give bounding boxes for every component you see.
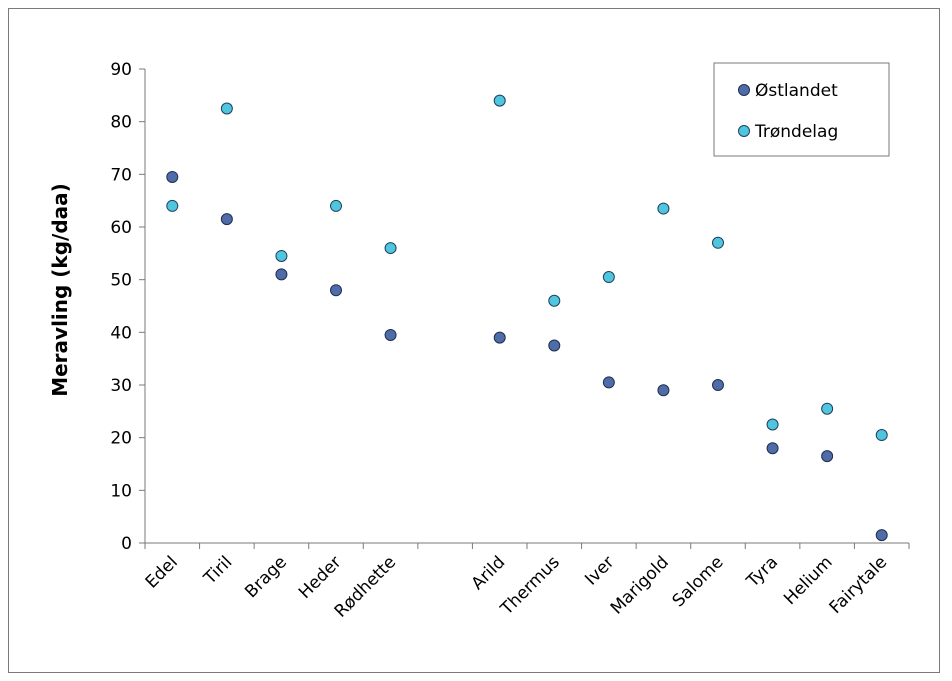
point-trondelag <box>766 418 779 431</box>
point-ostlandet <box>493 331 506 344</box>
point-trondelag <box>548 294 561 307</box>
point-ostlandet <box>166 170 179 183</box>
point-ostlandet <box>712 379 724 391</box>
x-tick-label: Marigold <box>607 552 673 618</box>
point-ostlandet <box>875 529 888 542</box>
point-ostlandet <box>766 442 779 455</box>
y-tick-label: 70 <box>110 165 132 185</box>
point-trondelag <box>602 271 615 284</box>
y-tick-label: 20 <box>110 429 132 449</box>
legend-label-trondelag: Trøndelag <box>754 122 838 142</box>
y-tick-label: 30 <box>110 376 132 396</box>
point-ostlandet <box>220 213 233 226</box>
legend: Østlandet Trøndelag <box>713 62 890 157</box>
y-tick-label: 40 <box>110 323 132 343</box>
legend-marker-ostlandet <box>738 84 750 96</box>
x-tick-label: Heder <box>295 552 346 603</box>
data-points <box>166 94 888 542</box>
point-ostlandet <box>821 450 834 463</box>
x-tick-label: Thermus <box>496 552 564 620</box>
x-tick-label: Tyra <box>742 552 782 592</box>
point-ostlandet <box>330 284 342 297</box>
y-tick-label: 80 <box>110 113 132 133</box>
y-tick-label: 0 <box>121 534 132 554</box>
y-ticks: 0 10 20 30 40 50 60 70 80 90 <box>110 60 145 554</box>
legend-marker-trondelag <box>738 125 750 137</box>
x-tick-label: Brage <box>241 552 291 602</box>
point-trondelag <box>493 94 506 107</box>
point-trondelag <box>875 429 888 442</box>
y-tick-label: 50 <box>110 271 132 291</box>
point-trondelag <box>220 102 233 115</box>
point-ostlandet <box>275 268 288 281</box>
x-tick-label: Salome <box>669 552 728 611</box>
y-tick-label: 60 <box>110 218 132 238</box>
point-trondelag <box>330 199 342 212</box>
x-tick-label: Iver <box>581 552 618 589</box>
x-tick-label: Fairytale <box>826 552 892 618</box>
point-ostlandet <box>602 376 615 389</box>
point-trondelag <box>275 249 288 262</box>
x-tick-label: Tiril <box>200 552 237 589</box>
legend-label-ostlandet: Østlandet <box>755 81 838 101</box>
y-axis-label: Meravling (kg/daa) <box>48 183 72 397</box>
legend-box <box>713 62 890 157</box>
x-tick-label: Arild <box>468 552 510 594</box>
point-trondelag <box>821 402 834 415</box>
y-tick-label: 10 <box>110 481 132 501</box>
x-tick-label: Edel <box>142 552 182 592</box>
point-ostlandet <box>548 339 561 352</box>
point-trondelag <box>166 199 179 212</box>
point-ostlandet <box>657 384 670 397</box>
point-trondelag <box>712 236 724 249</box>
point-trondelag <box>384 242 397 255</box>
point-trondelag <box>657 202 670 215</box>
point-ostlandet <box>384 328 397 341</box>
y-tick-label: 90 <box>110 60 132 80</box>
